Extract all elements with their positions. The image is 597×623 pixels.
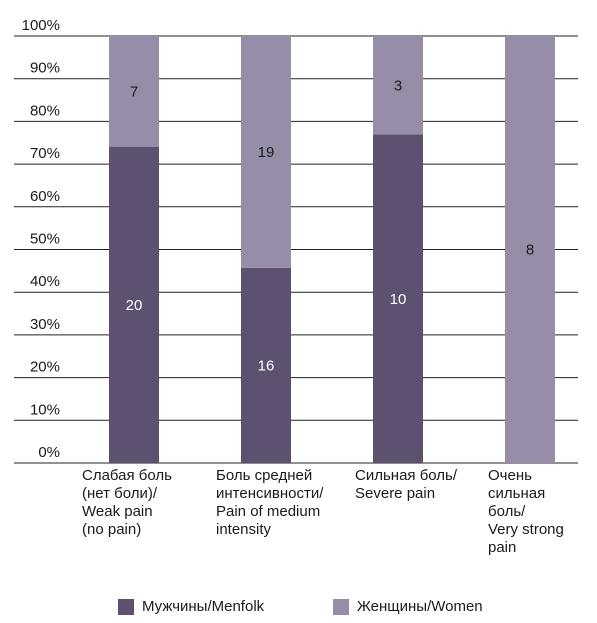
y-tick-label: 50% (30, 231, 60, 248)
category-label-line: intensity (216, 521, 272, 538)
y-tick-label: 10% (30, 401, 60, 418)
category-label-line: (no pain) (82, 521, 141, 538)
chart-legend: Мужчины/Menfolk Женщины/Women (0, 598, 597, 622)
category-label-line: Weak pain (82, 503, 153, 520)
chart-canvas: 0% 10% 20% 30% 40% 50% 60% 70% 80% 90% 100% 20 7 16 19… (14, 17, 578, 556)
bar-value-label: 10 (390, 291, 407, 308)
y-tick-label: 40% (30, 273, 60, 290)
category-label-line: сильная (488, 485, 545, 502)
category-label: Слабая боль (нет боли)/Weak pain (no pain) (82, 467, 172, 538)
bar-value-label: 16 (258, 357, 275, 374)
bar-segment-men (241, 267, 291, 463)
category-label-line: Pain of medium (216, 503, 320, 520)
y-tick-label: 0% (38, 444, 60, 461)
legend-item-men: Мужчины/Menfolk (118, 598, 264, 615)
category-label: Очень сильная боль/Very strong pain (488, 467, 564, 556)
category-label-line: Very strong (488, 521, 564, 538)
y-tick-label: 20% (30, 359, 60, 376)
category-label-line: Сильная боль/ (355, 467, 458, 484)
category-label-line: Очень (488, 467, 532, 484)
bar-segment-women (109, 36, 159, 147)
category-label-line: Боль средней (216, 467, 312, 484)
bar-value-label: 3 (394, 77, 402, 94)
category-label-line: Severe pain (355, 485, 435, 502)
bar-value-label: 20 (126, 297, 143, 314)
category-label-line: боль/ (488, 503, 526, 520)
y-tick-label: 100% (22, 17, 60, 34)
category-label-line: интенсивности/ (216, 485, 324, 502)
y-tick-label: 90% (30, 60, 60, 77)
y-tick-label: 60% (30, 188, 60, 205)
bar-segment-men (109, 146, 159, 463)
legend-swatch-women (333, 598, 349, 615)
bar-value-label: 7 (130, 83, 138, 100)
y-tick-label: 30% (30, 316, 60, 333)
category-label-line: Слабая боль (82, 467, 172, 484)
bar-segment-women (241, 36, 291, 268)
bar-segment-men (373, 134, 423, 464)
legend-label-women: Женщины/Women (357, 598, 483, 615)
y-tick-label: 70% (30, 145, 60, 162)
legend-swatch-men (118, 598, 134, 615)
legend-label-men: Мужчины/Menfolk (142, 598, 265, 615)
bar-value-label: 8 (526, 242, 534, 259)
category-label: Сильная боль/Severe pain (355, 467, 458, 502)
category-label-line: pain (488, 539, 516, 556)
bar-segment-women (373, 36, 423, 135)
category-label-line: (нет боли)/ (82, 485, 158, 502)
y-tick-label: 80% (30, 102, 60, 119)
bar-value-label: 19 (258, 144, 275, 161)
category-label: Боль средней интенсивности/Pain of medium… (216, 467, 324, 538)
bar-segment-women (505, 36, 555, 463)
legend-item-women: Женщины/Women (333, 598, 483, 615)
